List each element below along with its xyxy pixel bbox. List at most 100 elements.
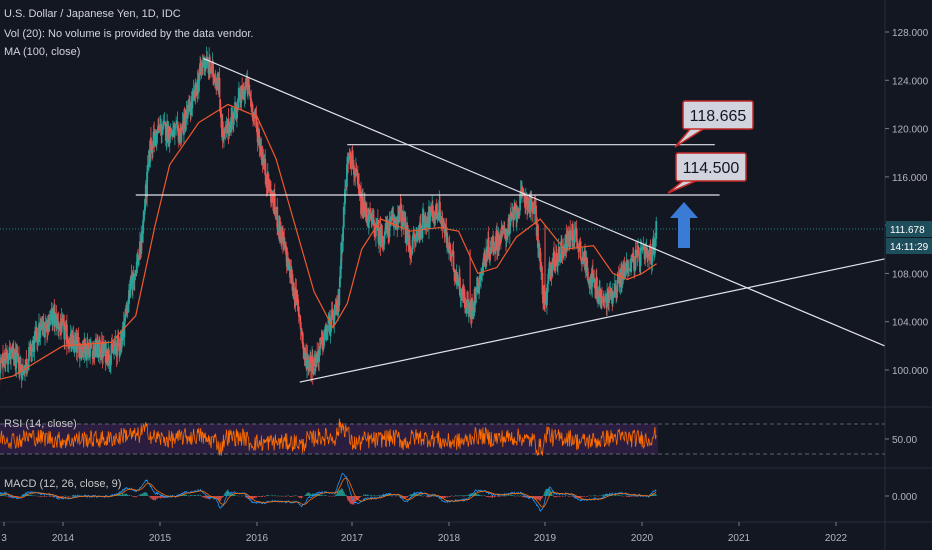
candle-body — [151, 149, 154, 152]
x-tick-label: 2018 — [438, 533, 461, 544]
candle-body — [62, 319, 64, 323]
candle-body — [452, 251, 455, 270]
candle-body — [203, 57, 205, 68]
candle-body — [508, 226, 511, 234]
candle-body — [596, 287, 599, 303]
x-tick-label: 3 — [1, 533, 7, 544]
candle-body — [612, 293, 614, 304]
candle-body — [464, 297, 466, 309]
candle-body — [646, 253, 649, 257]
candle-body — [234, 102, 237, 111]
candle-body — [294, 287, 297, 306]
candle-body — [299, 315, 301, 322]
candle-body — [22, 365, 24, 369]
candle-body — [232, 117, 235, 125]
candle-body — [374, 236, 377, 237]
candle-body — [212, 75, 215, 78]
candle-body — [34, 330, 36, 337]
candle-body — [222, 136, 225, 141]
candle-body — [180, 132, 183, 143]
candle-body — [228, 124, 231, 134]
candle-body — [373, 219, 375, 226]
candle-body — [543, 290, 546, 305]
axes: 128.000124.000120.000116.000112.000108.0… — [1, 28, 932, 544]
candle-body — [276, 207, 279, 228]
candle-body — [597, 303, 599, 304]
candle-body — [393, 217, 395, 228]
candle-body — [342, 226, 345, 242]
candle-body — [558, 246, 561, 261]
candle-body — [337, 295, 339, 316]
candle-body — [512, 214, 515, 221]
candle-body — [633, 269, 636, 272]
candle-body — [23, 374, 26, 376]
candle-body — [653, 252, 656, 255]
candle-body — [373, 226, 376, 237]
candle-body — [28, 347, 31, 349]
x-tick-label: 2019 — [534, 533, 557, 544]
candle-body — [579, 241, 582, 258]
candle-body — [348, 153, 351, 155]
candle-body — [547, 274, 550, 285]
macd-line — [0, 472, 657, 512]
candle-body — [17, 355, 20, 358]
candle-body — [236, 101, 239, 112]
candle-body — [300, 329, 303, 332]
candle-body — [553, 250, 555, 261]
candle-body — [268, 184, 271, 192]
candle-body — [335, 301, 338, 307]
candle-body — [384, 233, 386, 236]
candle-body — [149, 139, 152, 162]
candle-body — [638, 254, 641, 263]
candle-body — [371, 216, 374, 224]
candle-body — [413, 239, 416, 242]
candle-body — [480, 272, 483, 277]
candle-body — [155, 130, 158, 145]
candle-body — [533, 202, 536, 204]
candle-body — [259, 148, 262, 150]
candle-body — [297, 306, 300, 317]
candle-body — [265, 178, 268, 188]
candle-body — [63, 322, 66, 340]
candle-body — [386, 219, 389, 231]
candle-body — [571, 224, 574, 241]
candle-body — [322, 346, 325, 348]
candle-body — [391, 218, 393, 220]
candle-body — [569, 238, 572, 240]
candle-body — [358, 183, 361, 190]
candle-body — [450, 253, 453, 257]
candle-body — [140, 234, 143, 254]
candle-body — [354, 173, 357, 177]
countdown-label: 14:11:29 — [890, 242, 929, 253]
candle-body — [217, 78, 220, 91]
candle-body — [3, 358, 6, 366]
candle-body — [297, 299, 300, 306]
candle-body — [375, 222, 378, 224]
candle-body — [162, 121, 165, 128]
candle-body — [84, 338, 86, 347]
candle-body — [595, 279, 597, 299]
candle-body — [161, 129, 164, 135]
candle-body — [311, 356, 314, 374]
price-candles — [0, 46, 658, 389]
candle-body — [627, 268, 630, 273]
candle-body — [64, 331, 66, 340]
callout-box — [682, 100, 754, 130]
candle-body — [547, 272, 550, 274]
candle-body — [388, 219, 391, 238]
candle-body — [641, 248, 643, 250]
candle-body — [378, 236, 381, 245]
candle-body — [251, 104, 254, 118]
candle-body — [0, 360, 2, 363]
candle-body — [546, 290, 548, 306]
candle-body — [313, 367, 315, 374]
candle-body — [219, 99, 222, 112]
up-arrow-icon — [670, 202, 698, 248]
candle-body — [325, 326, 327, 339]
candle-body — [462, 285, 464, 302]
candle-body — [381, 235, 384, 241]
candle-body — [270, 189, 272, 203]
candle-body — [306, 359, 308, 368]
candle-body — [496, 230, 498, 252]
